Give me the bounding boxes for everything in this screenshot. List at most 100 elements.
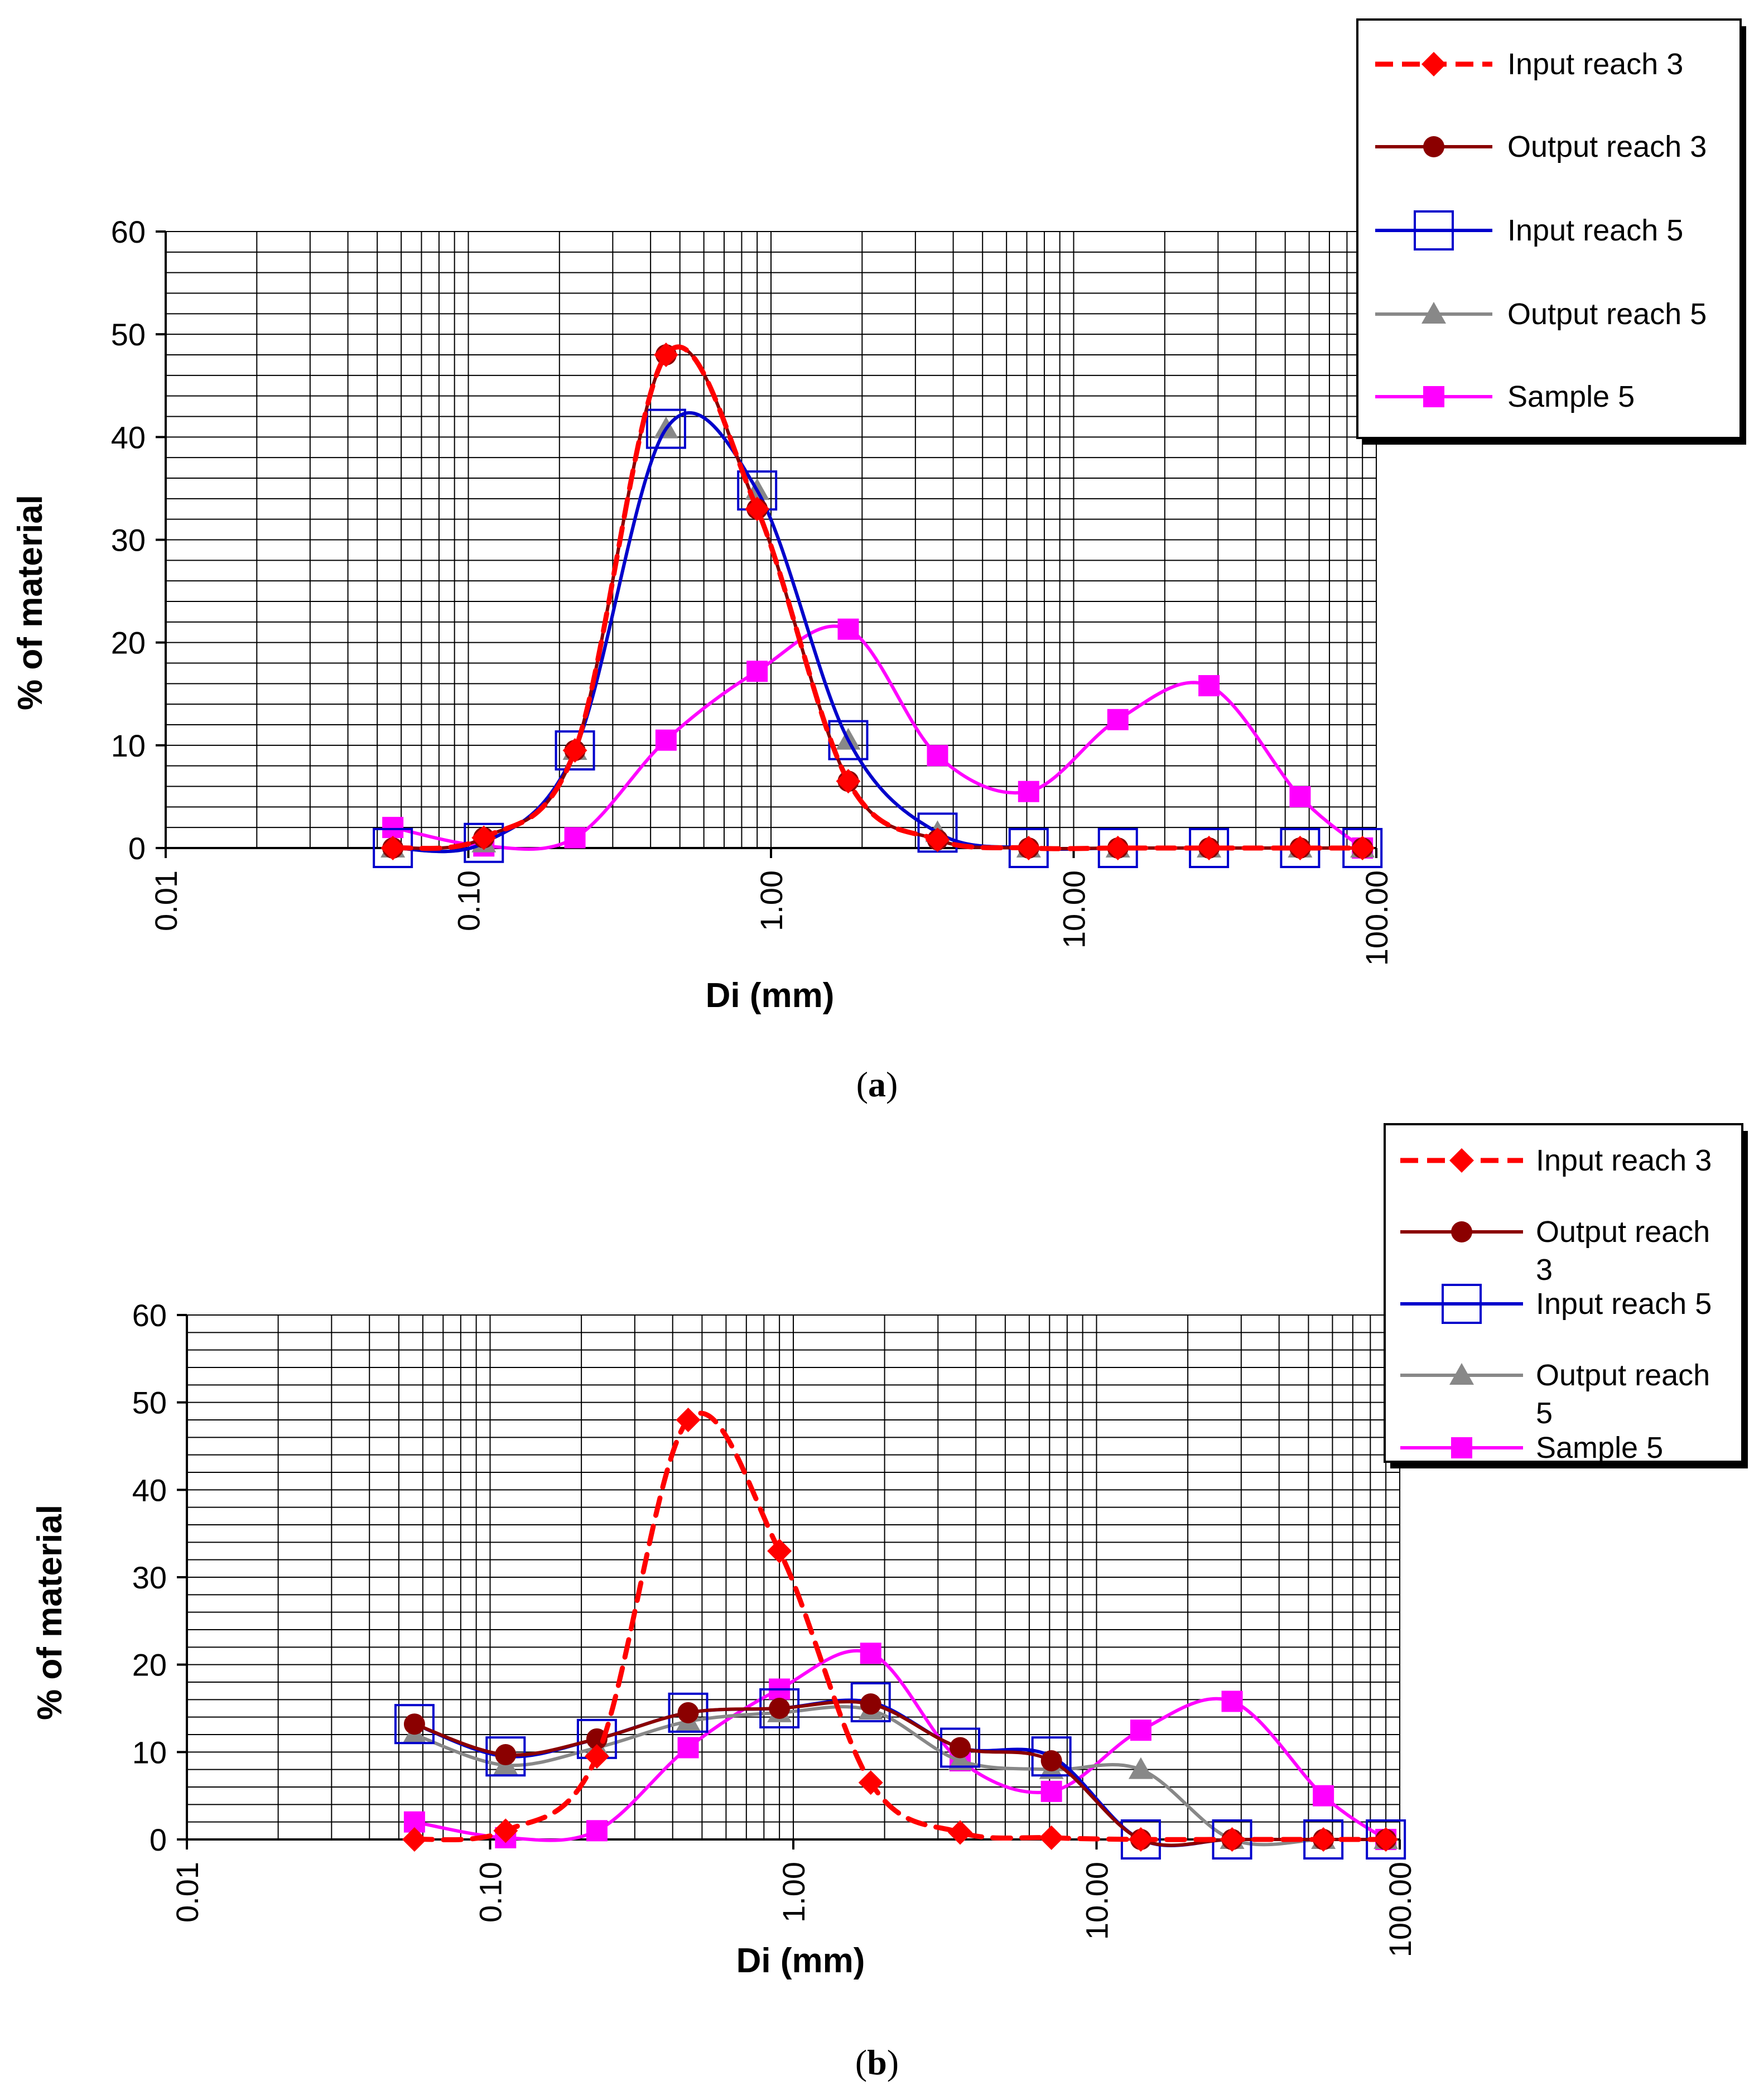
data-point: [1220, 1827, 1245, 1852]
data-point: [767, 1539, 792, 1563]
y-tick-label: 50: [132, 1385, 167, 1420]
legend-swatch-marker: [1449, 1148, 1474, 1173]
y-tick-label: 10: [111, 728, 146, 763]
data-point: [1221, 1690, 1243, 1712]
legend-label: Input reach 5: [1536, 1287, 1712, 1321]
chart-a: 0 10 20 30 40 50 60 0.01 0.10 1.00 10.00 100.00 % of…: [11, 18, 1746, 1104]
legend-swatch-marker: [1423, 386, 1444, 407]
legend-label: Output reach 5: [1536, 1359, 1710, 1430]
data-point: [653, 343, 678, 367]
data-point: [564, 827, 586, 849]
x-tick-label: 10.00: [1057, 870, 1092, 948]
y-tick-label: 60: [132, 1298, 167, 1333]
data-point: [1350, 836, 1375, 860]
data-point: [493, 1818, 518, 1843]
y-axis-title: % of material: [31, 1505, 69, 1720]
y-tick-label: 30: [111, 523, 146, 558]
legend-swatch-marker: [1449, 1363, 1474, 1385]
legend: Input reach 3 Output reach 3 Input reach 5…: [1356, 18, 1746, 445]
data-point: [677, 1702, 699, 1723]
data-point: [769, 1698, 791, 1719]
data-point: [948, 1749, 973, 1770]
data-point: [860, 1693, 881, 1715]
y-tick-label: 0: [150, 1822, 167, 1857]
data-point: [837, 618, 859, 640]
data-point: [1107, 709, 1129, 730]
series-input-reach-3: [380, 343, 1375, 860]
data-point: [746, 661, 768, 682]
data-point: [403, 1713, 425, 1735]
data-point: [1289, 786, 1311, 807]
data-point: [1313, 1785, 1334, 1807]
x-tick-label: 0.10: [473, 1862, 508, 1923]
data-point: [380, 836, 406, 860]
data-point: [940, 1727, 981, 1768]
legend-label: Input reach 3: [1507, 47, 1683, 81]
data-point: [668, 1692, 709, 1733]
legend-swatch-marker: [1423, 136, 1444, 157]
data-point: [860, 1643, 881, 1664]
x-tick-label: 0.01: [148, 870, 184, 931]
y-tick-label: 40: [111, 420, 146, 455]
legend-swatch-marker: [1414, 210, 1454, 251]
series-input-reach-3: [402, 1408, 1399, 1852]
x-tick-label: 0.10: [451, 870, 486, 931]
data-point: [402, 1827, 427, 1852]
legend-label: Output reach 5: [1507, 297, 1707, 331]
data-point: [676, 1408, 701, 1432]
data-point: [927, 745, 948, 767]
chart-b: 0 10 20 30 40 50 60 0.01 0.10 1.00 10.00 100.00 % of…: [31, 1123, 1748, 2082]
data-point: [1128, 1757, 1153, 1779]
data-point: [1031, 1736, 1072, 1777]
legend-swatch-marker: [1421, 52, 1446, 76]
data-point: [1105, 836, 1130, 860]
data-point: [1288, 836, 1313, 860]
y-tick-label: 20: [111, 625, 146, 661]
data-point: [745, 497, 770, 522]
x-tick-label: 10.00: [1080, 1862, 1115, 1940]
legend-box: [1384, 1123, 1743, 1463]
y-tick-label: 20: [132, 1648, 167, 1683]
data-point: [1197, 836, 1222, 860]
data-point: [495, 1744, 517, 1766]
y-tick-label: 50: [111, 317, 146, 352]
x-axis-title: Di (mm): [706, 976, 835, 1015]
data-point: [950, 1737, 971, 1759]
x-tick-label: 1.00: [754, 870, 789, 931]
y-tick-label: 30: [132, 1560, 167, 1595]
x-tick-label: 100.00: [1359, 870, 1394, 966]
data-point: [1311, 1827, 1336, 1852]
gridlines: [186, 1314, 1400, 1840]
legend-label: Input reach 5: [1507, 214, 1683, 247]
data-point: [1039, 1825, 1064, 1850]
data-point: [382, 817, 404, 839]
data-point: [1198, 675, 1220, 697]
x-tick-label: 0.01: [170, 1862, 205, 1923]
legend-label: Input reach 3: [1536, 1144, 1712, 1177]
legend-swatch-marker: [1421, 302, 1446, 324]
legend-label: Sample 5: [1536, 1431, 1663, 1465]
x-tick-label: 100.00: [1382, 1862, 1418, 1957]
y-tick-label: 60: [111, 214, 146, 249]
panel-caption: (a): [856, 1065, 898, 1104]
data-point: [948, 1820, 973, 1845]
legend-label: Output reach 3: [1536, 1215, 1710, 1287]
legend-label: Sample 5: [1507, 380, 1635, 413]
data-point: [655, 729, 677, 751]
data-point: [555, 730, 595, 771]
data-point: [836, 769, 861, 794]
data-point: [1130, 1720, 1151, 1741]
legend-label: Output reach 3: [1507, 130, 1707, 163]
legend-swatch-marker: [1451, 1221, 1472, 1242]
data-point: [1016, 836, 1041, 860]
data-point: [586, 1728, 608, 1750]
x-tick-label: 1.00: [776, 1862, 811, 1923]
legend-swatch-marker: [1451, 1437, 1472, 1458]
legend-swatch-marker: [1442, 1284, 1482, 1324]
data-point: [925, 827, 950, 852]
data-point: [1040, 1780, 1062, 1802]
data-point: [858, 1770, 883, 1795]
data-point: [1374, 1827, 1399, 1852]
